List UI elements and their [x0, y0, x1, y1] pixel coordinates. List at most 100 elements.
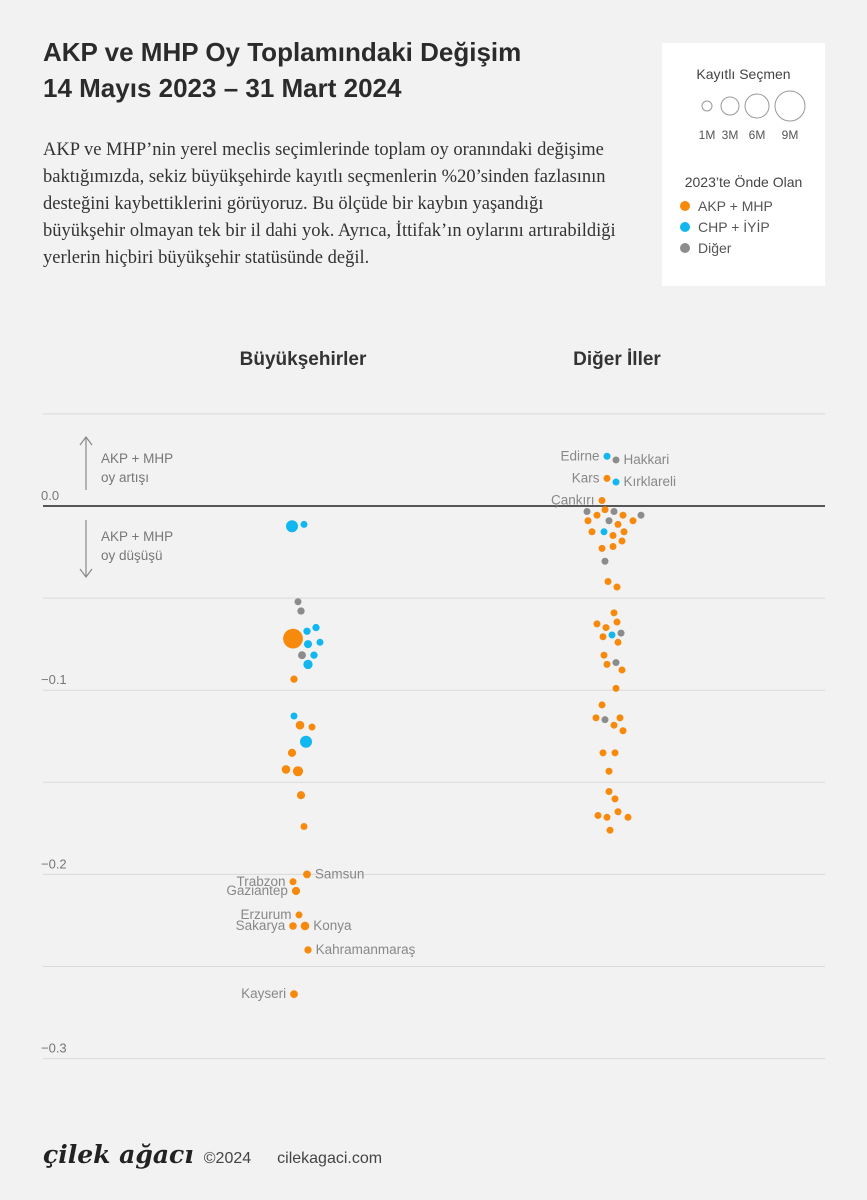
data-point: [316, 638, 324, 646]
data-point: [620, 528, 628, 536]
data-point: [300, 921, 310, 931]
website-link[interactable]: cilekagaci.com: [277, 1150, 383, 1167]
annotation-decrease: AKP + MHP oy düşüşü: [101, 529, 173, 563]
data-point: [295, 720, 305, 730]
legend-label-akp-mhp: AKP + MHP: [698, 198, 773, 214]
legend-size-circle-3m: [720, 96, 740, 116]
data-point: [304, 946, 312, 954]
data-point: [613, 618, 621, 626]
data-point: [598, 496, 606, 504]
legend-size-label-9m: 9M: [781, 128, 799, 142]
data-point: [291, 886, 301, 896]
data-point: [605, 767, 613, 775]
data-point: [614, 638, 622, 646]
brand-logo: çilek ağacı: [43, 1140, 194, 1169]
data-point: [593, 511, 601, 519]
data-point: [605, 517, 613, 525]
chart-title: AKP ve MHP Oy Toplamındaki Değişim 14 Ma…: [43, 34, 521, 106]
up-arrow-icon: [79, 436, 93, 446]
y-tick-label: 0.0: [41, 488, 59, 503]
data-point: [618, 666, 626, 674]
data-point: [612, 684, 620, 692]
title-line-2: 14 Mayıs 2023 – 31 Mart 2024: [43, 73, 402, 103]
point-label: Sakarya: [236, 918, 286, 933]
y-tick-label: −0.1: [41, 672, 67, 687]
scatter-chart: 0.0 −0.1 −0.2 −0.3 AKP + MHP oy artışı AKP +…: [41, 413, 825, 1060]
annotation-increase: AKP + MHP oy artışı: [101, 451, 173, 485]
data-point: [290, 990, 298, 999]
data-point: [290, 675, 298, 683]
data-point: [588, 528, 596, 536]
point-label: Hakkari: [624, 452, 670, 467]
data-point: [281, 765, 291, 774]
legend-size-label-6m: 6M: [748, 128, 766, 142]
point-label: Edirne: [560, 448, 599, 463]
data-point: [601, 557, 609, 565]
data-point: [617, 629, 625, 637]
point-label: Konya: [313, 918, 352, 933]
footer: çilek ağacı ©2024 cilekagaci.com: [43, 1140, 382, 1169]
data-point: [289, 878, 297, 886]
legend-label-diger: Diğer: [698, 240, 732, 256]
legend-dot-akp-mhp: [680, 201, 690, 211]
point-label: Erzurum: [240, 907, 291, 922]
data-point: [612, 456, 620, 464]
data-point: [610, 508, 618, 516]
data-point: [601, 716, 609, 724]
data-point: [308, 723, 316, 731]
data-point: [624, 813, 632, 821]
point-label: Kırklareli: [624, 474, 677, 489]
data-point: [593, 620, 601, 628]
data-point: [612, 659, 620, 667]
legend-item-chp-iyip: CHP + İYİP: [680, 219, 770, 235]
data-point: [614, 808, 622, 816]
data-point: [614, 520, 622, 528]
data-point: [583, 508, 591, 516]
data-point: [295, 911, 303, 919]
points-layer: [281, 452, 645, 999]
y-tick-label: −0.2: [41, 856, 67, 871]
point-label: Kayseri: [241, 986, 286, 1001]
data-point: [298, 651, 306, 660]
data-point: [605, 788, 613, 796]
data-point: [609, 531, 617, 539]
point-label: Çankırı: [551, 492, 595, 507]
description-text: AKP ve MHP’nin yerel meclis seçimlerinde…: [43, 140, 616, 268]
annotation-layer: AKP + MHP oy artışı AKP + MHP oy düşüşü: [79, 436, 173, 578]
data-point: [609, 543, 617, 551]
legend-size-circles: [701, 90, 806, 122]
legend-label-chp-iyip: CHP + İYİP: [698, 219, 770, 235]
grid-layer: 0.0 −0.1 −0.2 −0.3: [41, 413, 825, 1060]
point-label: Kahramanmaraş: [316, 942, 416, 957]
data-point: [608, 631, 616, 639]
data-point: [599, 749, 607, 757]
data-point: [603, 813, 611, 821]
data-point: [598, 701, 606, 709]
legend-box: Kayıtlı Seçmen 1M 3M 6M 9M 2023’te Önde …: [662, 43, 825, 286]
legend-item-diger: Diğer: [680, 240, 731, 256]
data-point: [594, 811, 602, 819]
data-point: [592, 714, 600, 722]
data-point: [602, 624, 610, 632]
data-point: [629, 517, 637, 525]
data-point: [287, 748, 297, 757]
data-point: [303, 627, 311, 635]
legend-color-title: 2023’te Önde Olan: [684, 174, 803, 190]
legend-dot-diger: [680, 243, 690, 253]
data-point: [604, 578, 612, 586]
data-point: [611, 795, 619, 803]
data-point: [603, 452, 611, 460]
data-point: [294, 598, 302, 606]
data-point: [300, 735, 312, 748]
data-point: [616, 714, 624, 722]
data-point: [289, 922, 297, 930]
data-point: [599, 633, 607, 641]
data-point: [606, 826, 614, 834]
data-point: [598, 544, 606, 552]
legend-size-circle-9m: [774, 90, 806, 122]
data-point: [300, 520, 308, 528]
copyright-text: ©2024: [203, 1150, 252, 1167]
data-point: [610, 609, 618, 617]
legend-size-label-3m: 3M: [721, 128, 739, 142]
data-point: [300, 823, 308, 831]
